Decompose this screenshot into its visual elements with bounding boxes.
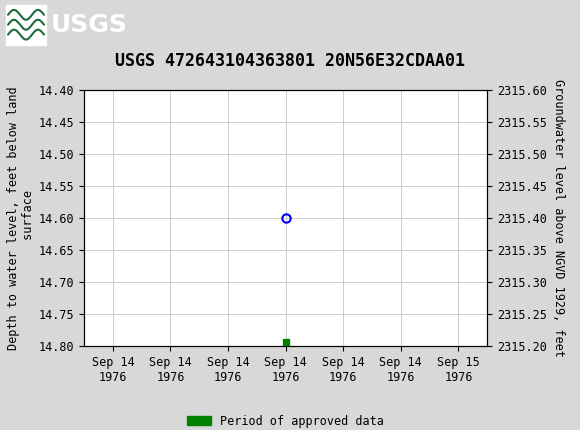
Legend: Period of approved data: Period of approved data: [183, 410, 389, 430]
Y-axis label: Depth to water level, feet below land
 surface: Depth to water level, feet below land su…: [6, 86, 35, 350]
Bar: [6, 5, 46, 45]
Text: USGS: USGS: [51, 13, 128, 37]
Y-axis label: Groundwater level above NGVD 1929, feet: Groundwater level above NGVD 1929, feet: [552, 79, 566, 357]
Text: USGS 472643104363801 20N56E32CDAA01: USGS 472643104363801 20N56E32CDAA01: [115, 52, 465, 70]
